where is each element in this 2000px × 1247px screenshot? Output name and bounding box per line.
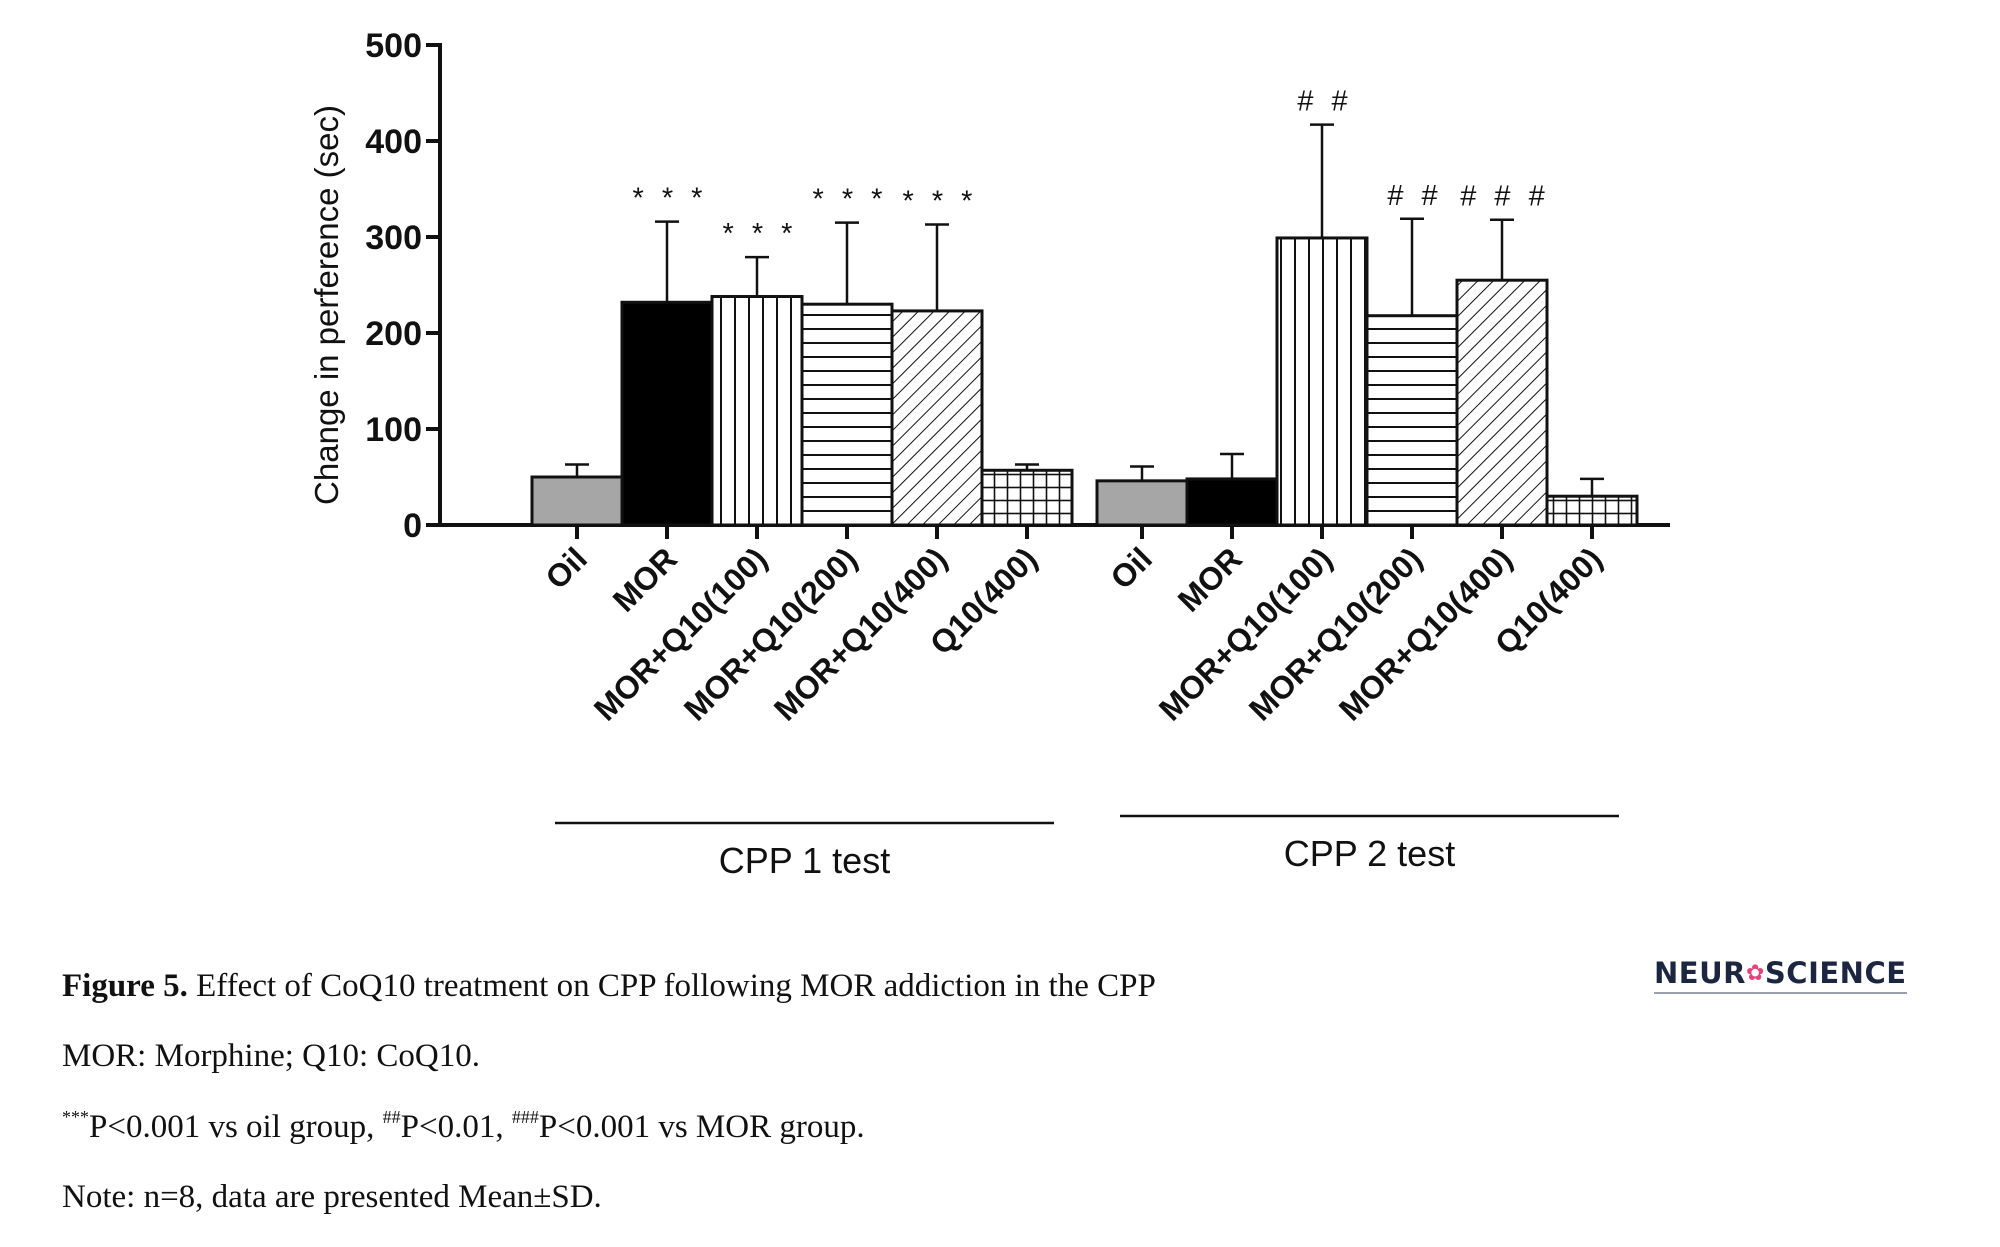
category-label: MOR (1171, 540, 1249, 618)
category-label: MOR (606, 540, 684, 618)
bar (710, 295, 804, 527)
logo-text-right: SCIENCE (1764, 956, 1907, 990)
group-label: CPP 1 test (719, 840, 890, 881)
bar (1455, 278, 1549, 527)
bar (530, 475, 624, 527)
group-label: CPP 2 test (1284, 833, 1455, 874)
bar (1545, 494, 1639, 527)
category-label: Oil (1103, 540, 1159, 596)
sig-sup-2: ## (382, 1107, 401, 1127)
significance-mark: # # (1387, 180, 1442, 212)
sig-text-1: P<0.001 vs oil group, (89, 1109, 383, 1145)
significance-mark: * * * (723, 218, 798, 250)
sig-sup-1: *** (62, 1107, 89, 1127)
category-label: Oil (538, 540, 594, 596)
bar (1095, 479, 1189, 527)
bar (620, 300, 714, 527)
bar (1185, 477, 1279, 527)
bar (890, 309, 984, 527)
logo-text-left: NEUR (1654, 956, 1746, 990)
significance-mark: * * * (813, 184, 888, 216)
sig-text-2: P<0.01, (400, 1109, 512, 1145)
y-tick-label: 100 (365, 411, 422, 449)
neuroscience-logo: NEUR✿SCIENCE (1654, 956, 1907, 994)
bar (980, 468, 1074, 527)
bar-chart: 0 100 200 300 400 500 Change in perference (se… (308, 27, 1670, 881)
y-tick-label: 300 (365, 219, 422, 257)
note-line: Note: n=8, data are presented Mean±SD. (62, 1179, 602, 1215)
significance-mark: * * * (633, 183, 708, 215)
brain-icon: ✿ (1745, 961, 1765, 986)
y-axis-title: Change in perference (sec) (308, 105, 345, 505)
sig-text-3: P<0.001 vs MOR group. (538, 1109, 865, 1145)
abbreviations-line: MOR: Morphine; Q10: CoQ10. (62, 1038, 481, 1074)
bar (1365, 314, 1459, 527)
significance-mark: # # # (1460, 181, 1550, 213)
figure-text: Effect of CoQ10 treatment on CPP followi… (187, 968, 1156, 1004)
bar (1275, 236, 1369, 527)
significance-line: ***P<0.001 vs oil group, ##P<0.01, ###P<… (62, 1107, 865, 1146)
sig-sup-3: ### (511, 1107, 539, 1127)
significance-mark: # # (1297, 86, 1352, 118)
bar (800, 302, 894, 527)
bars (530, 123, 1639, 527)
significance-mark: * * * (903, 186, 978, 218)
y-tick-label: 500 (365, 27, 422, 65)
y-tick-label: 400 (365, 123, 422, 161)
y-tick-label: 200 (365, 315, 422, 353)
figure-label: Figure 5. (62, 968, 188, 1004)
figure-caption: Figure 5. Effect of CoQ10 treatment on C… (62, 968, 1156, 1005)
y-tick-label: 0 (403, 507, 422, 545)
